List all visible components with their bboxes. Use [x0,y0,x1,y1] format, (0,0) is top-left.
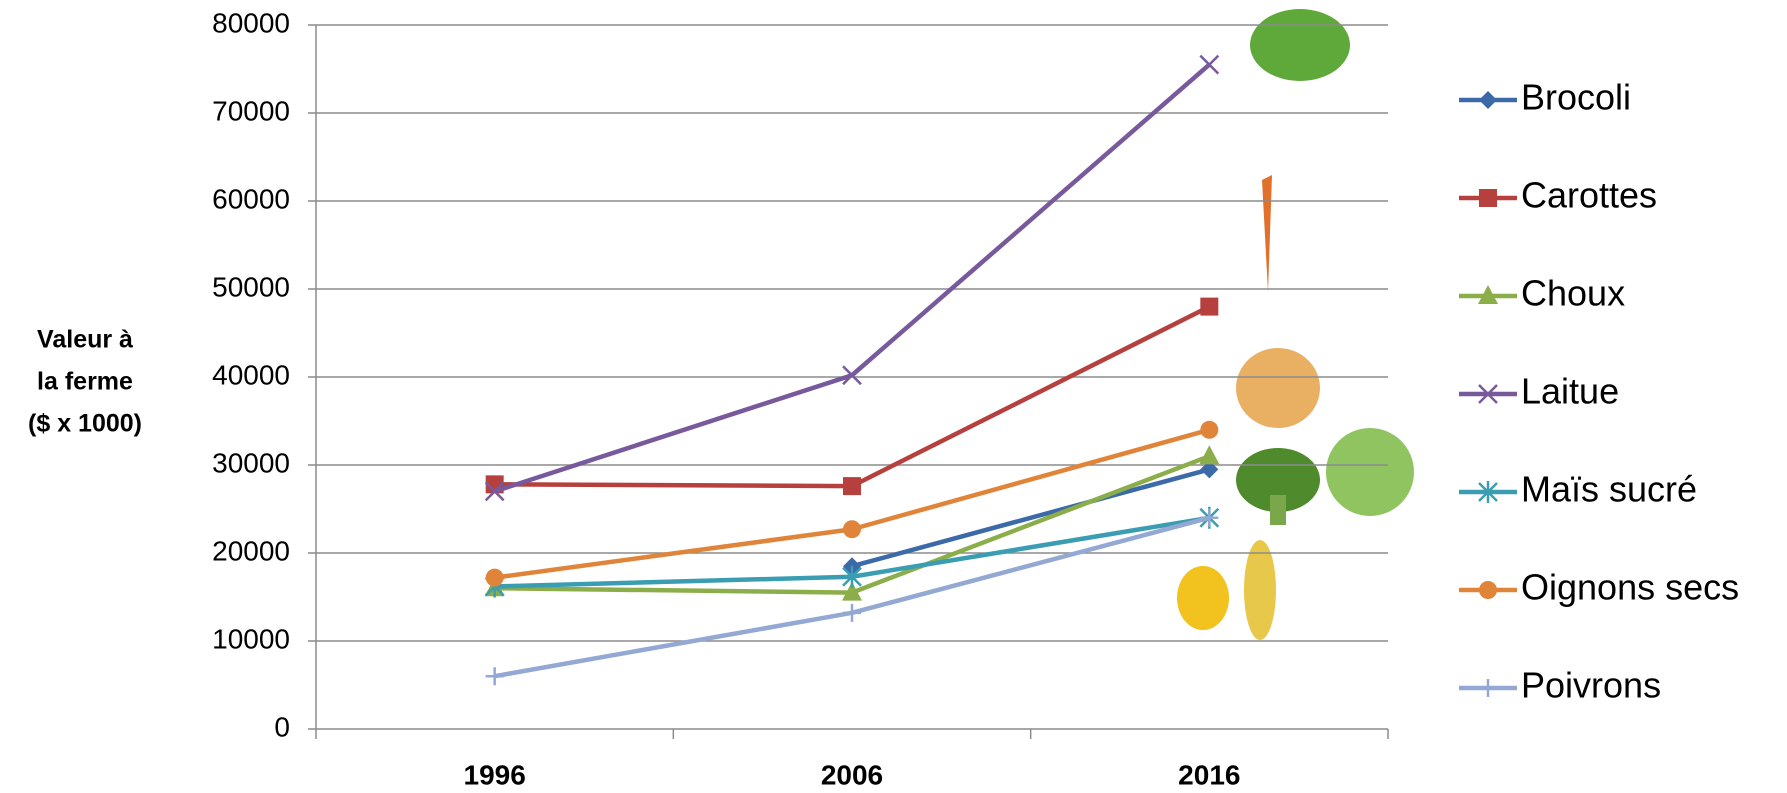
legend-label: Choux [1521,273,1625,314]
y-tick-label: 60000 [212,183,290,214]
series-line [493,62,1211,494]
y-tick-label: 40000 [212,359,290,390]
series-line [494,427,1210,580]
marker [1199,54,1220,75]
y-tick-label: 50000 [212,271,290,302]
legend-entry: Poivrons [1459,665,1661,706]
y-tick-label: 0 [274,711,290,742]
marker [1200,460,1219,479]
series [485,420,1219,587]
legend-label: Maïs sucré [1521,469,1697,510]
y-tick-label: 10000 [212,623,290,654]
series [485,297,1219,496]
vegetable-pictures [1177,9,1414,640]
marker [485,667,504,686]
y-axis-label: la ferme [37,368,133,396]
x-tick-label: 2016 [1178,759,1240,790]
legend-label: Brocoli [1521,77,1631,118]
legend-marker [1478,481,1498,503]
legend-label: Carottes [1521,175,1657,216]
y-tick-label: 80000 [212,7,290,38]
legend-marker [1478,384,1498,404]
marker [484,481,505,502]
legend-label: Oignons secs [1521,567,1739,608]
legend-entry: Laitue [1459,371,1619,412]
legend-entry: Brocoli [1459,77,1631,118]
marker [1200,508,1219,527]
legend-marker [1479,91,1497,109]
y-axis-label: Valeur à [37,326,133,354]
legend-entry: Carottes [1459,175,1657,216]
marker [843,477,861,496]
legend-label: Laitue [1521,371,1619,412]
legend-marker [1478,285,1498,304]
legend-marker [1479,581,1497,599]
marker [843,603,861,622]
legend-marker [1479,679,1497,697]
x-tick-label: 2006 [821,759,883,790]
legend-entry: Maïs sucré [1459,469,1697,510]
marker [1199,445,1220,465]
marker [842,365,862,386]
marker [843,520,861,539]
marker [842,565,862,588]
legend-label: Poivrons [1521,665,1661,706]
y-axis-label: ($ x 1000) [28,410,142,438]
marker [1200,420,1219,439]
marker [842,581,862,601]
x-tick-label: 1996 [464,759,526,790]
legend-entry: Oignons secs [1459,567,1739,608]
legend-marker [1479,189,1497,207]
marker [1200,297,1219,316]
series-line [851,467,1210,569]
y-tick-label: 20000 [212,535,290,566]
legend-entry: Choux [1459,273,1625,314]
marker [485,568,504,587]
y-tick-label: 30000 [212,447,290,478]
series [485,508,1219,686]
series [484,54,1220,502]
y-tick-label: 70000 [212,95,290,126]
